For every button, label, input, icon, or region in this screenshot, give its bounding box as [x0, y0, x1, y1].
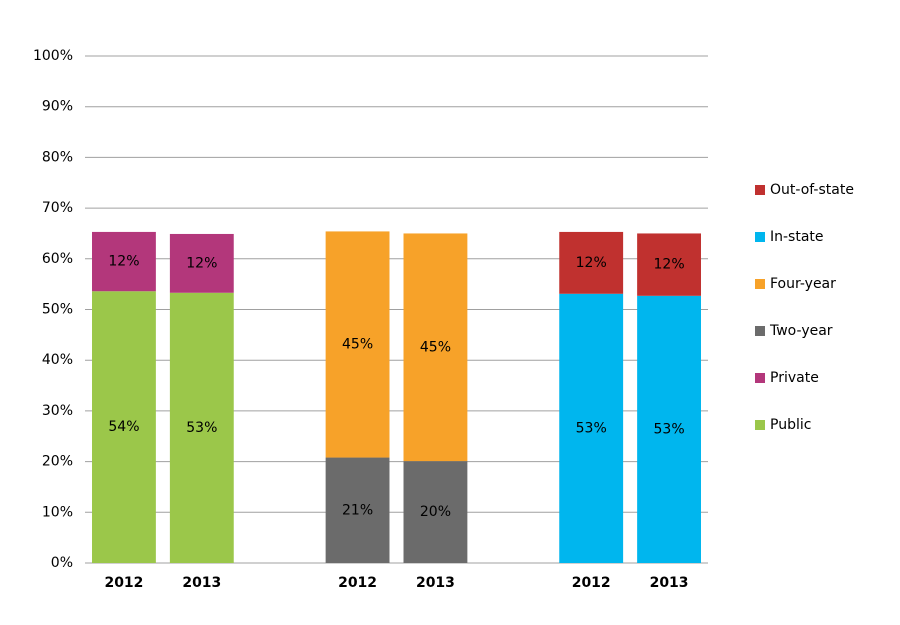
legend-swatch [755, 185, 765, 195]
data-label: 12% [108, 254, 139, 270]
legend-label: Four-year [770, 276, 836, 292]
data-label: 21% [342, 502, 373, 518]
legend-label: Private [770, 370, 819, 386]
y-tick-label: 100% [33, 48, 73, 64]
y-tick-label: 70% [42, 200, 73, 216]
bar-segment [559, 231, 624, 294]
bar-segment [637, 233, 701, 296]
y-tick-label: 40% [42, 352, 73, 368]
y-tick-label: 20% [42, 454, 73, 470]
y-tick-label: 60% [42, 251, 73, 267]
bar-segment [325, 457, 390, 563]
data-label: 20% [420, 504, 451, 520]
bar-segment [559, 293, 624, 563]
x-tick-label: 2012 [104, 575, 143, 591]
data-label: 53% [576, 420, 607, 436]
legend-label: Public [770, 417, 811, 433]
bar-segment [169, 233, 234, 293]
data-label: 54% [108, 419, 139, 435]
bar-segment [403, 461, 468, 563]
data-label: 12% [186, 255, 217, 271]
x-tick-label: 2013 [416, 575, 455, 591]
x-tick-label: 2012 [338, 575, 377, 591]
legend-swatch [755, 373, 765, 383]
legend-swatch [755, 232, 765, 242]
y-tick-label: 50% [42, 302, 73, 318]
bar-segment [403, 233, 468, 462]
bar-segment [169, 292, 234, 563]
legend-swatch [755, 326, 765, 336]
legend-swatch [755, 279, 765, 289]
x-tick-label: 2013 [182, 575, 221, 591]
legend-label: Two-year [769, 323, 833, 339]
bar-segment [92, 291, 156, 563]
data-label: 53% [186, 420, 217, 436]
y-tick-label: 0% [51, 555, 73, 571]
data-label: 12% [654, 257, 685, 273]
bar-segment [92, 231, 156, 292]
bar-segment [637, 295, 701, 563]
bar-segment [325, 231, 390, 458]
data-label: 12% [576, 255, 607, 271]
y-tick-label: 10% [42, 504, 73, 520]
legend-label: Out-of-state [770, 182, 854, 198]
y-tick-label: 80% [42, 149, 73, 165]
data-label: 53% [654, 421, 685, 437]
legend-label: In-state [770, 229, 824, 245]
x-tick-label: 2012 [572, 575, 611, 591]
y-tick-label: 90% [42, 99, 73, 115]
y-tick-label: 30% [42, 403, 73, 419]
legend-swatch [755, 420, 765, 430]
data-label: 45% [420, 339, 451, 355]
x-tick-label: 2013 [650, 575, 689, 591]
data-label: 45% [342, 336, 373, 352]
